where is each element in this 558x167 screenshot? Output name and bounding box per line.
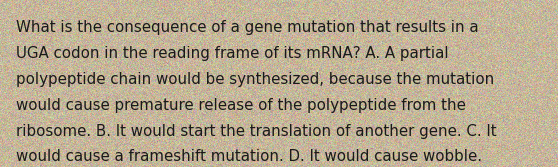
- Text: would cause a frameshift mutation. D. It would cause wobble.: would cause a frameshift mutation. D. It…: [16, 149, 482, 164]
- Text: would cause premature release of the polypeptide from the: would cause premature release of the pol…: [16, 98, 465, 113]
- Text: polypeptide chain would be synthesized, because the mutation: polypeptide chain would be synthesized, …: [16, 72, 494, 87]
- Text: UGA codon in the reading frame of its mRNA? A. A partial: UGA codon in the reading frame of its mR…: [16, 46, 448, 61]
- Text: ribosome. B. It would start the translation of another gene. C. It: ribosome. B. It would start the translat…: [16, 124, 496, 139]
- Text: What is the consequence of a gene mutation that results in a: What is the consequence of a gene mutati…: [16, 20, 478, 35]
